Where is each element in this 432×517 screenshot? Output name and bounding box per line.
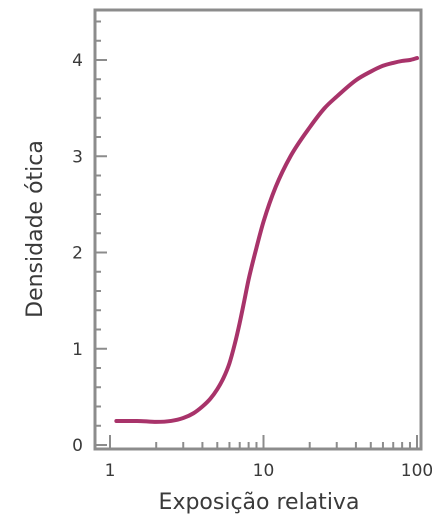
y-tick-label: 4 — [72, 51, 83, 71]
x-tick-label: 100 — [401, 461, 432, 481]
axis-ticks — [95, 20, 418, 449]
x-axis-label: Exposição relativa — [159, 490, 360, 515]
y-tick-label: 3 — [72, 147, 83, 167]
y-tick-label: 1 — [72, 340, 83, 360]
y-tick-label: 2 — [72, 244, 83, 264]
data-series — [114, 56, 419, 424]
series-line — [114, 56, 419, 424]
tick-labels: 0 1 2 3 4 1 10 100 — [72, 51, 432, 481]
plot-frame — [93, 8, 423, 451]
x-tick-label: 10 — [253, 461, 275, 481]
y-tick-label: 0 — [72, 436, 83, 456]
y-axis-label: Densidade ótica — [23, 140, 48, 318]
x-tick-label: 1 — [105, 461, 116, 481]
